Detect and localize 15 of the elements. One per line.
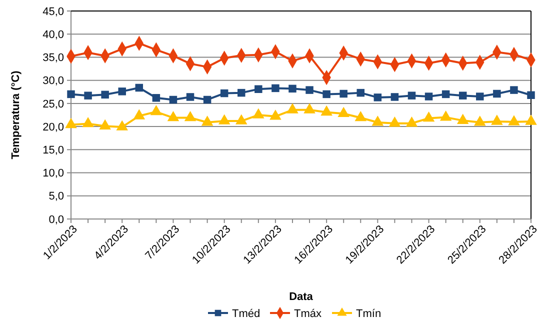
y-tick-label: 35,0 bbox=[42, 52, 64, 64]
y-tick-label: 0,0 bbox=[48, 214, 64, 226]
legend-label: Tmáx bbox=[294, 308, 322, 320]
y-axis-title: Temperatura (°C) bbox=[10, 70, 22, 160]
y-tick-label: 45,0 bbox=[42, 6, 64, 18]
y-tick-label: 30,0 bbox=[42, 75, 64, 88]
y-tick-label: 25,0 bbox=[42, 98, 64, 110]
y-tick-label: 10,0 bbox=[42, 168, 64, 180]
legend-label: Tmín bbox=[356, 308, 382, 320]
x-axis-title: Data bbox=[289, 291, 314, 303]
legend-label: Tméd bbox=[232, 308, 260, 320]
y-tick-label: 40,0 bbox=[42, 28, 64, 41]
y-tick-label: 5,0 bbox=[48, 190, 64, 203]
y-tick-label: 20,0 bbox=[42, 121, 64, 134]
y-tick-label: 15,0 bbox=[42, 144, 64, 157]
